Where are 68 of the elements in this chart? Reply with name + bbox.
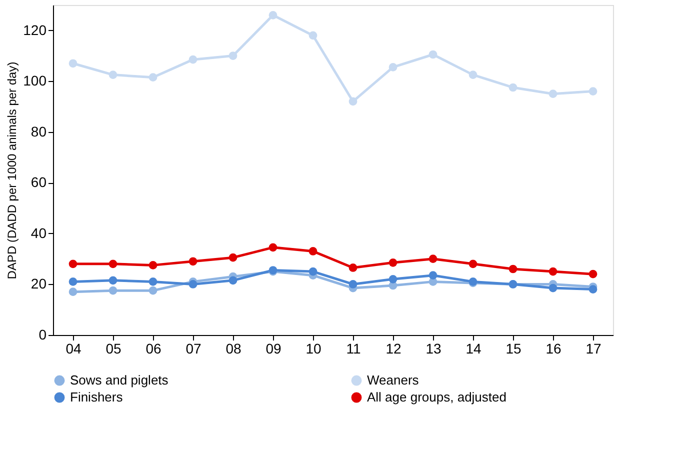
x-tick-label: 09	[266, 340, 282, 356]
y-tick-label: 20	[30, 276, 47, 292]
x-tick-label: 12	[386, 340, 402, 356]
point	[548, 267, 558, 276]
point	[308, 247, 318, 256]
x-tick-label: 10	[306, 340, 322, 356]
point	[548, 90, 558, 98]
point	[428, 50, 438, 59]
legend-label: All age groups, adjusted	[367, 390, 506, 404]
y-axis-title: DAPD (DADD per 1000 animals per day)	[5, 62, 20, 280]
point	[148, 278, 158, 286]
point	[68, 59, 78, 68]
point	[268, 10, 278, 20]
point	[188, 257, 198, 266]
point	[188, 280, 198, 288]
legend-label: Finishers	[70, 390, 124, 404]
x-tick-label: 16	[546, 340, 562, 356]
point	[308, 31, 318, 40]
legend-label: Weaners	[367, 372, 420, 388]
point	[68, 288, 78, 296]
y-tick-label: 80	[30, 123, 47, 140]
y-tick-label: 120	[23, 22, 47, 38]
x-tick-label: 14	[466, 340, 482, 356]
point	[348, 264, 358, 272]
point	[148, 73, 158, 82]
point	[228, 52, 238, 60]
point	[188, 55, 198, 64]
point	[268, 243, 278, 252]
x-tick-label: 06	[146, 340, 162, 356]
point	[108, 276, 118, 285]
x-tick-label: 13	[426, 340, 442, 356]
point	[548, 284, 558, 292]
x-tick-label: 05	[106, 340, 122, 356]
point	[108, 260, 118, 268]
point	[588, 87, 598, 96]
x-tick-label: 17	[586, 340, 602, 356]
y-tick-label: 0	[38, 326, 47, 342]
point	[108, 70, 118, 79]
point	[228, 276, 238, 285]
point	[388, 63, 398, 72]
point	[68, 260, 78, 268]
point	[68, 278, 78, 286]
point	[588, 270, 598, 278]
y-tick-label: 40	[30, 224, 47, 241]
point	[148, 261, 158, 270]
point	[308, 267, 318, 276]
point	[348, 97, 358, 106]
point	[348, 280, 358, 288]
point	[588, 285, 598, 294]
legend-label: Sows and piglets	[70, 372, 169, 388]
point	[148, 286, 158, 295]
x-tick-label: 08	[226, 340, 242, 356]
x-tick-label: 04	[66, 340, 82, 356]
point	[468, 70, 478, 79]
x-tick-label: 15	[506, 340, 522, 356]
point	[508, 83, 518, 92]
x-tick-label: 11	[346, 340, 361, 356]
y-tick-label: 60	[30, 174, 47, 190]
y-tick-label: 100	[23, 72, 47, 89]
point	[508, 264, 518, 274]
point	[228, 253, 238, 262]
point	[428, 271, 438, 280]
point	[468, 260, 478, 268]
point	[388, 258, 398, 267]
point	[388, 274, 398, 284]
point	[428, 254, 438, 264]
point	[108, 286, 118, 295]
x-tick-label: 07	[186, 340, 202, 356]
